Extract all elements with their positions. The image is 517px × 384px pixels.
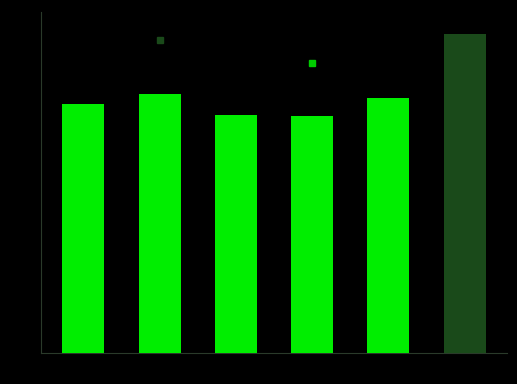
Bar <box>63 104 104 353</box>
Bar <box>139 94 180 353</box>
Bar <box>444 34 485 353</box>
Bar <box>291 116 333 353</box>
Bar <box>368 98 409 353</box>
Bar <box>215 115 257 353</box>
